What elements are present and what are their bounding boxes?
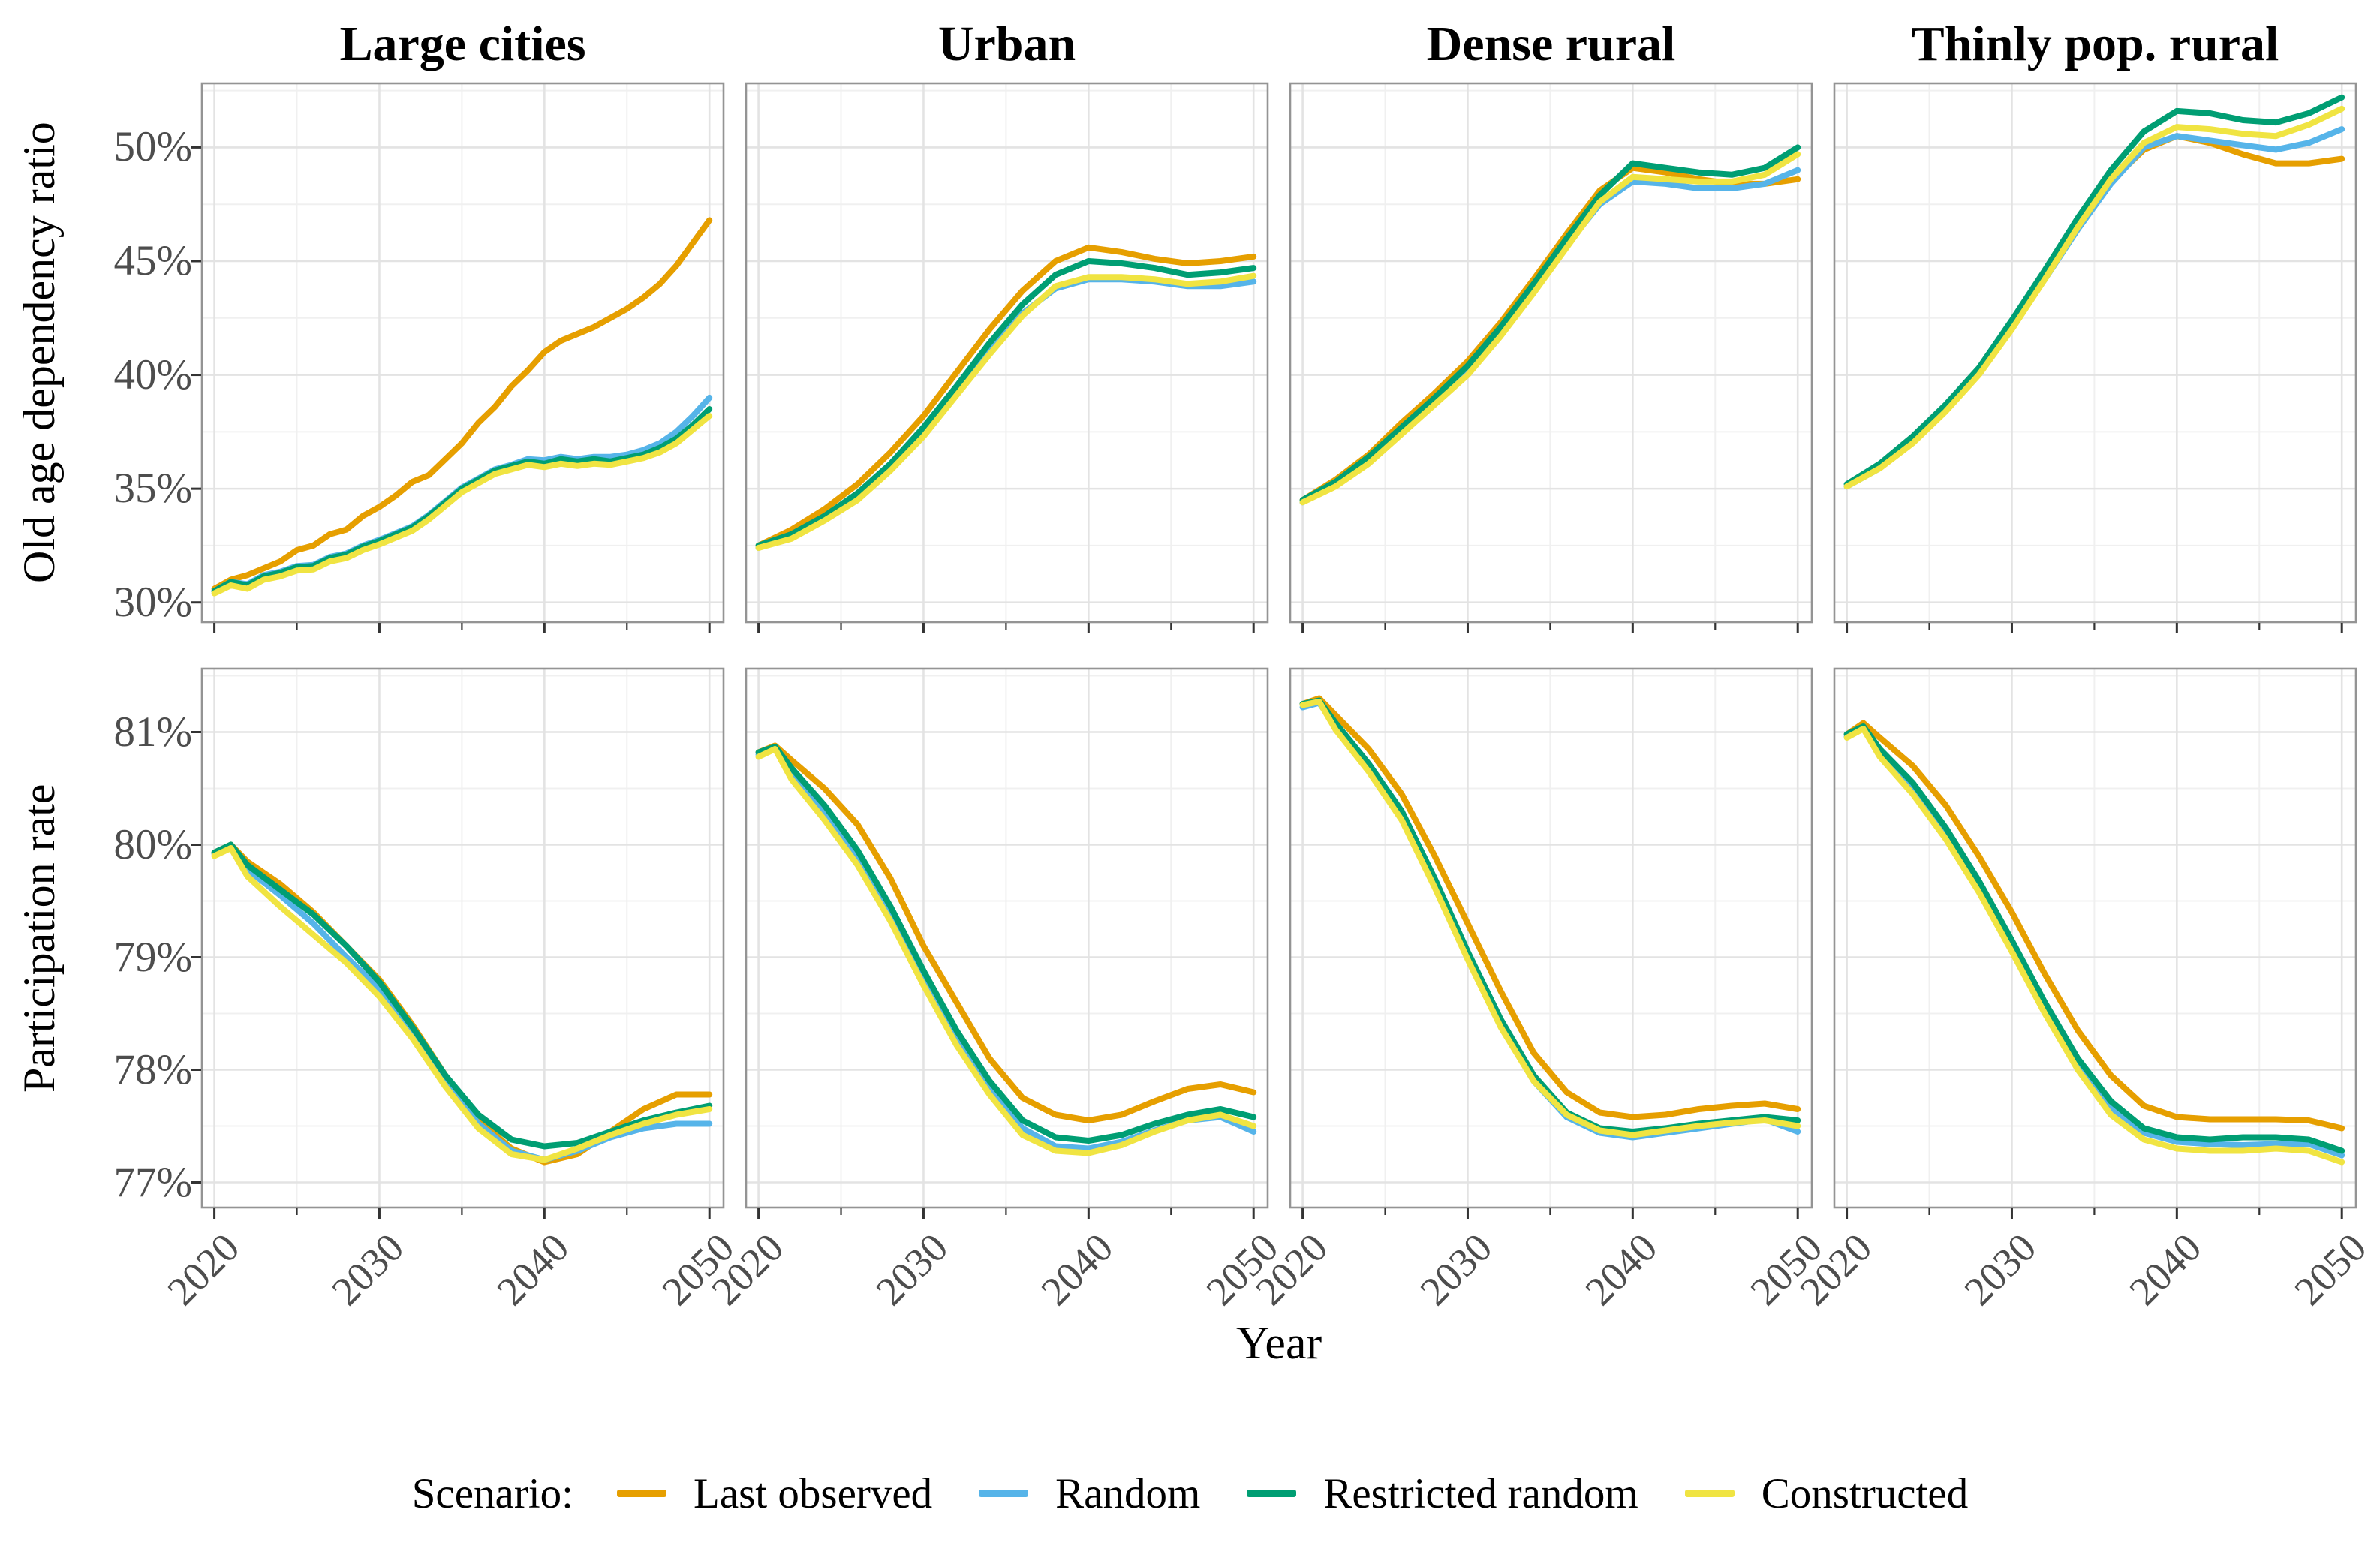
series-line-constructed bbox=[755, 746, 1257, 1156]
series-line-constructed bbox=[1299, 699, 1801, 1138]
x-tick-label-2030: 2030 bbox=[323, 1224, 413, 1314]
series-line-last-observed bbox=[211, 217, 713, 592]
y-tick-label-50: 50% bbox=[113, 123, 192, 171]
plot-area bbox=[1833, 82, 2357, 633]
y-tick-label-30: 30% bbox=[113, 578, 192, 626]
y-tick-label-80: 80% bbox=[113, 820, 192, 868]
panel-participation-rate-dense-rural bbox=[1289, 667, 1813, 1219]
legend: Scenario: Last observed Random Restricte… bbox=[0, 1465, 2380, 1522]
panel-old-age-dependency-ratio-urban bbox=[745, 82, 1269, 633]
plot-area bbox=[745, 82, 1269, 633]
legend-title: Scenario: bbox=[411, 1469, 573, 1517]
legend-swatch-random bbox=[979, 1490, 1029, 1497]
panel-title-urban: Urban bbox=[937, 17, 1076, 71]
series-line-last-observed bbox=[755, 742, 1257, 1123]
legend-label: Restricted random bbox=[1323, 1469, 1638, 1517]
x-tick-label-2020: 2020 bbox=[158, 1224, 248, 1314]
series-line-last-observed bbox=[755, 244, 1257, 549]
y-tick-label-78: 78% bbox=[113, 1045, 192, 1093]
x-tick-label-2030: 2030 bbox=[867, 1224, 957, 1314]
legend-label: Constructed bbox=[1761, 1469, 1969, 1517]
legend-label: Last observed bbox=[694, 1469, 933, 1517]
series-line-restricted-random bbox=[1299, 144, 1801, 504]
x-tick-label-2040: 2040 bbox=[1576, 1224, 1666, 1314]
x-tick-label-2040: 2040 bbox=[2120, 1224, 2210, 1314]
y-tick-label-35: 35% bbox=[113, 465, 192, 513]
series-line-restricted-random bbox=[755, 744, 1257, 1144]
series-line-constructed bbox=[1299, 151, 1801, 506]
plot-area bbox=[745, 667, 1269, 1219]
panel-old-age-dependency-ratio-thinly-pop-rural bbox=[1833, 82, 2357, 633]
plot-area bbox=[191, 667, 725, 1219]
panel-title-thinly-pop-rural: Thinly pop. rural bbox=[1911, 17, 2279, 71]
legend-item-restricted-random: Restricted random bbox=[1247, 1469, 1638, 1518]
series-line-restricted-random bbox=[211, 841, 713, 1150]
series-line-restricted-random bbox=[1843, 723, 2345, 1154]
legend-item-random: Random bbox=[979, 1469, 1200, 1518]
x-axis-title: Year bbox=[1235, 1318, 1322, 1369]
panel-participation-rate-thinly-pop-rural bbox=[1833, 667, 2357, 1219]
plot-area bbox=[191, 82, 725, 633]
x-tick-label-2040: 2040 bbox=[1032, 1224, 1122, 1314]
x-tick-label-2040: 2040 bbox=[488, 1224, 578, 1314]
x-tick-label-2030: 2030 bbox=[1411, 1224, 1501, 1314]
series-line-constructed bbox=[211, 413, 713, 597]
y-tick-label-81: 81% bbox=[113, 708, 192, 756]
panel-participation-rate-large-cities bbox=[191, 667, 725, 1219]
series-line-last-observed bbox=[1299, 695, 1801, 1120]
series-line-restricted-random bbox=[1843, 94, 2345, 488]
y-tick-label-77: 77% bbox=[113, 1158, 192, 1206]
panel-title-dense-rural: Dense rural bbox=[1426, 17, 1676, 71]
panel-title-large-cities: Large cities bbox=[339, 17, 586, 71]
panel-old-age-dependency-ratio-dense-rural bbox=[1289, 82, 1813, 633]
plot-area bbox=[1833, 667, 2357, 1219]
y-tick-label-79: 79% bbox=[113, 933, 192, 981]
x-tick-label-2030: 2030 bbox=[1955, 1224, 2045, 1314]
series-line-constructed bbox=[1843, 726, 2345, 1166]
panel-old-age-dependency-ratio-large-cities bbox=[191, 82, 725, 633]
plot-area bbox=[1289, 82, 1813, 633]
legend-swatch-last-observed bbox=[617, 1490, 666, 1497]
series-line-constructed bbox=[211, 845, 713, 1163]
legend-swatch-constructed bbox=[1684, 1490, 1735, 1497]
series-line-restricted-random bbox=[211, 406, 713, 594]
series-line-restricted-random bbox=[755, 258, 1257, 549]
x-tick-label-2050: 2050 bbox=[2285, 1224, 2375, 1314]
y-tick-label-45: 45% bbox=[113, 236, 192, 284]
legend-swatch-restricted-random bbox=[1247, 1490, 1297, 1497]
legend-item-constructed: Constructed bbox=[1684, 1469, 1969, 1518]
series-line-last-observed bbox=[1843, 720, 2345, 1132]
y-tick-label-40: 40% bbox=[113, 350, 192, 399]
series-line-constructed bbox=[1843, 105, 2345, 490]
series-line-constructed bbox=[755, 272, 1257, 551]
plot-area bbox=[1289, 667, 1813, 1219]
legend-label: Random bbox=[1055, 1469, 1201, 1517]
panel-participation-rate-urban bbox=[745, 667, 1269, 1219]
legend-item-last-observed: Last observed bbox=[617, 1469, 932, 1518]
